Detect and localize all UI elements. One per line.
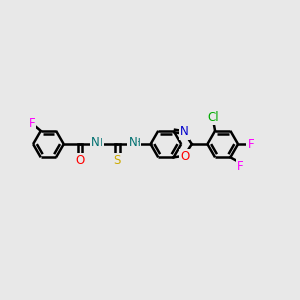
Text: F: F <box>248 138 254 151</box>
Text: F: F <box>28 117 35 130</box>
Text: N: N <box>128 136 137 149</box>
Text: Cl: Cl <box>208 110 219 124</box>
Text: N: N <box>91 136 100 149</box>
Text: H: H <box>95 138 103 148</box>
Text: N: N <box>180 125 189 138</box>
Text: H: H <box>133 138 140 148</box>
Text: O: O <box>180 150 189 163</box>
Text: O: O <box>75 154 85 167</box>
Text: S: S <box>114 154 121 167</box>
Text: F: F <box>237 160 244 173</box>
